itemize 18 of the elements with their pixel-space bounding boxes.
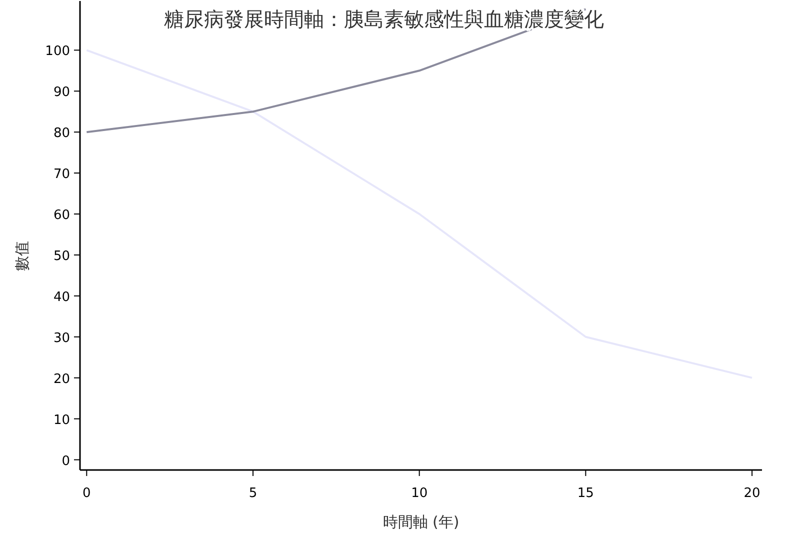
x-tick-label: 20 [744,486,760,501]
y-tick-label: 60 [53,208,70,223]
x-tick-label: 0 [82,486,91,501]
x-tick-label: 15 [577,486,594,501]
x-tick-label: 10 [411,486,428,501]
y-tick-label: 10 [53,412,70,428]
y-tick-label: 100 [45,44,70,60]
y-tick-label: 70 [53,167,70,182]
y-tick-label: 0 [62,454,70,469]
x-axis-title: 時間軸 (年) [382,513,460,531]
y-tick-label: 30 [53,330,70,346]
y-tick-label: 80 [53,126,70,142]
y-tick-label: 20 [53,372,70,387]
x-tick-label: 5 [248,486,258,501]
y-tick-label: 50 [53,248,70,264]
y-tick-label: 90 [53,85,70,100]
y-axis-title: 數值 [13,241,31,271]
y-tick-label: 40 [53,290,70,305]
